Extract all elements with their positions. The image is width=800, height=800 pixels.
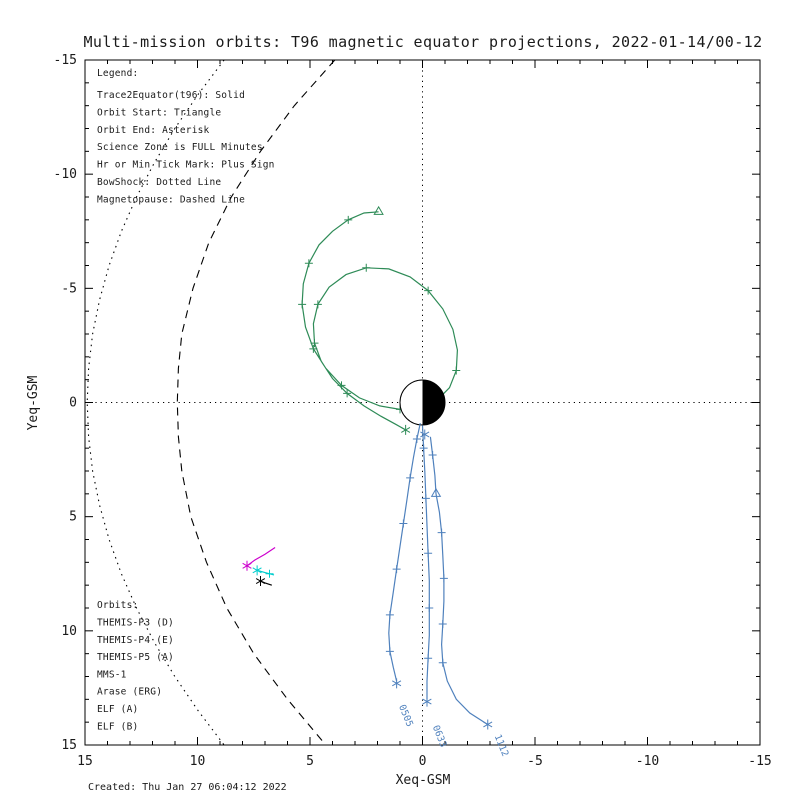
legend-line: Science Zone is FULL Minutes xyxy=(97,142,263,153)
asterisk-marker xyxy=(420,429,430,440)
plus-tick-marker xyxy=(438,658,447,667)
triangle-marker xyxy=(430,487,442,497)
plus-tick-marker xyxy=(428,451,437,460)
plus-tick-marker xyxy=(343,389,352,398)
orbit-legend-item: ELF (B) xyxy=(97,721,138,732)
earth-nightside xyxy=(422,380,446,425)
plus-tick-marker xyxy=(313,300,322,309)
plus-tick-marker xyxy=(437,528,446,537)
x-tick-label: 15 xyxy=(77,754,93,769)
plot-title: Multi-mission orbits: T96 magnetic equat… xyxy=(83,33,762,51)
x-axis-label: Xeq-GSM xyxy=(396,773,451,788)
plus-tick-marker xyxy=(304,259,313,268)
triangle-marker xyxy=(373,205,384,215)
asterisk-marker xyxy=(252,565,262,576)
orbit-time-label: 1112 xyxy=(492,733,511,758)
plus-tick-marker xyxy=(344,215,353,224)
x-tick-label: 10 xyxy=(190,754,206,769)
y-axis-label: Yeq-GSM xyxy=(26,375,41,430)
plus-tick-marker xyxy=(439,574,448,583)
plus-tick-marker xyxy=(337,381,346,390)
plus-tick-marker xyxy=(438,619,447,628)
legend-heading: Legend: xyxy=(97,68,138,79)
x-tick-label: 0 xyxy=(419,754,427,769)
orbits-behind-earth xyxy=(298,205,461,435)
orbit-legend-item: ELF (A) xyxy=(97,704,138,715)
plus-tick-marker xyxy=(452,366,461,375)
plus-tick-marker xyxy=(412,435,421,444)
plus-tick-marker xyxy=(424,549,433,558)
legend-line: BowShock: Dotted Line xyxy=(97,177,221,188)
orbit-themis-p3 xyxy=(252,565,275,578)
plus-tick-marker xyxy=(421,494,430,503)
x-tick-label: 5 xyxy=(306,754,314,769)
plus-tick-marker xyxy=(392,565,401,574)
plus-tick-marker xyxy=(385,647,394,656)
orbit-path xyxy=(246,547,276,567)
y-tick-label: -10 xyxy=(54,167,77,182)
plus-tick-marker xyxy=(309,344,318,353)
plus-tick-marker xyxy=(399,519,408,528)
footer-created: Created: Thu Jan 27 06:04:12 2022 xyxy=(88,782,287,793)
legend-line: Hr or Min Tick Mark: Plus Sign xyxy=(97,160,275,171)
orbit-legend-item: THEMIS-P5 (A) xyxy=(97,652,174,663)
orbit-elf-a-0505 xyxy=(385,422,421,689)
legend-block: Legend: Trace2Equator(t96): Solid Orbit St… xyxy=(97,68,275,205)
legend-line: Magnetopause: Dashed Line xyxy=(97,194,245,205)
y-tick-label: 15 xyxy=(61,738,77,753)
plus-tick-marker xyxy=(425,604,434,612)
asterisk-marker xyxy=(401,424,411,435)
orbit-legend-heading: Orbits: xyxy=(97,600,138,611)
axes: 15 10 5 0 -5 -10 -15 -15 -10 -5 0 5 10 15 xyxy=(54,53,772,769)
legend-line: Trace2Equator(t96): Solid xyxy=(97,90,245,101)
legend-line: Orbit End: Asterisk xyxy=(97,125,210,136)
asterisk-marker xyxy=(255,576,266,587)
magnetopause-line xyxy=(176,59,336,746)
orbit-legend-item: Arase (ERG) xyxy=(97,687,162,698)
orbit-legend-item: THEMIS-P4 (E) xyxy=(97,635,174,646)
plus-tick-marker xyxy=(385,610,394,619)
asterisk-marker xyxy=(483,719,493,730)
orbit-elf-a-1112 xyxy=(428,436,493,730)
x-tick-label: -5 xyxy=(527,754,543,769)
x-tick-label: -15 xyxy=(748,754,771,769)
orbits-front xyxy=(242,422,493,730)
orbit-path xyxy=(388,422,421,682)
y-tick-label: -5 xyxy=(61,281,77,296)
y-tick-label: -15 xyxy=(54,53,77,68)
plus-tick-marker xyxy=(424,654,433,663)
orbit-legend-item: THEMIS-P3 (D) xyxy=(97,618,174,629)
plus-tick-marker xyxy=(310,339,319,348)
plus-tick-marker xyxy=(362,263,371,272)
y-tick-label: 0 xyxy=(69,396,77,411)
orbit-themis-p5 xyxy=(242,547,276,571)
orbit-time-label: 0505 xyxy=(396,703,415,728)
plus-tick-marker xyxy=(424,286,433,295)
orbit-mms-1 xyxy=(255,576,272,587)
earth xyxy=(399,379,446,426)
plus-tick-marker xyxy=(298,300,307,309)
asterisk-marker xyxy=(242,560,252,571)
y-tick-label: 10 xyxy=(61,624,77,639)
orbit-path xyxy=(429,436,489,726)
plus-tick-marker xyxy=(419,444,428,453)
orbit-legend-item: MMS-1 xyxy=(97,669,127,680)
orbit-arase-erg xyxy=(298,205,461,435)
plus-tick-marker xyxy=(406,473,415,482)
y-tick-label: 5 xyxy=(69,510,77,525)
plus-tick-marker xyxy=(265,569,274,578)
x-tick-label: -10 xyxy=(636,754,659,769)
orbit-elf-a-0633 xyxy=(419,425,434,707)
legend-line: Orbit Start: Triangle xyxy=(97,107,221,118)
orbit-path xyxy=(301,211,459,431)
orbit-legend-block: Orbits: THEMIS-P3 (D) THEMIS-P4 (E) THEMIS-… xyxy=(97,600,174,732)
boundaries xyxy=(86,59,336,746)
asterisk-marker xyxy=(392,678,402,689)
asterisk-marker xyxy=(422,696,432,707)
